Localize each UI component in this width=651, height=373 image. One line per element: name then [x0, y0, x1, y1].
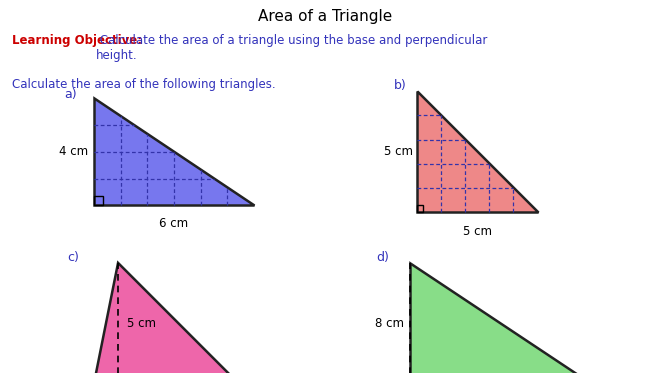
- Text: Calculate the area of a triangle using the base and perpendicular
height.: Calculate the area of a triangle using t…: [96, 34, 488, 62]
- Text: d): d): [376, 251, 389, 264]
- Polygon shape: [417, 91, 538, 212]
- Text: 5 cm: 5 cm: [463, 225, 492, 238]
- Text: Calculate the area of the following triangles.: Calculate the area of the following tria…: [12, 78, 275, 91]
- Text: c): c): [67, 251, 79, 264]
- Text: Learning Objective:: Learning Objective:: [12, 34, 142, 47]
- Polygon shape: [94, 98, 254, 205]
- Text: 8 cm: 8 cm: [376, 317, 404, 330]
- Text: Area of a Triangle: Area of a Triangle: [258, 9, 393, 24]
- Polygon shape: [94, 263, 239, 373]
- Text: 6 cm: 6 cm: [159, 217, 189, 230]
- Text: 5 cm: 5 cm: [127, 317, 156, 330]
- Text: a): a): [64, 88, 77, 101]
- Text: b): b): [394, 79, 407, 92]
- Text: 5 cm: 5 cm: [384, 145, 413, 158]
- Polygon shape: [410, 263, 592, 373]
- Text: 4 cm: 4 cm: [59, 145, 89, 159]
